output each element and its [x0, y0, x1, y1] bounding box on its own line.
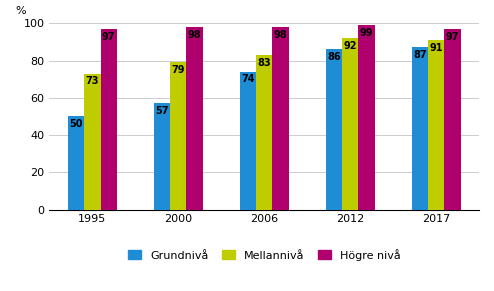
Text: 91: 91 [429, 43, 443, 53]
Text: 98: 98 [188, 30, 202, 40]
Bar [342, 38, 359, 210]
Text: 73: 73 [85, 76, 99, 86]
Text: 98: 98 [274, 30, 288, 40]
Bar [68, 116, 84, 210]
Text: 50: 50 [69, 119, 83, 129]
Bar [256, 55, 273, 210]
Text: 92: 92 [343, 41, 357, 51]
Bar [170, 62, 187, 210]
Text: 87: 87 [413, 50, 427, 60]
Text: 99: 99 [360, 28, 373, 38]
Bar [428, 40, 445, 210]
Bar [412, 47, 428, 210]
Bar [273, 27, 289, 210]
Bar [101, 29, 117, 210]
Text: 97: 97 [102, 32, 116, 42]
Legend: Grundnivå, Mellannivå, Högre nivå: Grundnivå, Mellannivå, Högre nivå [128, 249, 401, 260]
Bar [84, 74, 101, 210]
Text: 97: 97 [446, 32, 459, 42]
Bar [187, 27, 203, 210]
Bar [154, 103, 170, 210]
Text: 57: 57 [155, 106, 169, 116]
Text: %: % [15, 6, 26, 16]
Text: 83: 83 [257, 58, 271, 68]
Text: 79: 79 [171, 65, 185, 75]
Text: 74: 74 [241, 74, 255, 84]
Bar [326, 49, 342, 210]
Bar [359, 25, 375, 210]
Bar [240, 72, 256, 210]
Bar [445, 29, 461, 210]
Text: 86: 86 [327, 52, 341, 62]
